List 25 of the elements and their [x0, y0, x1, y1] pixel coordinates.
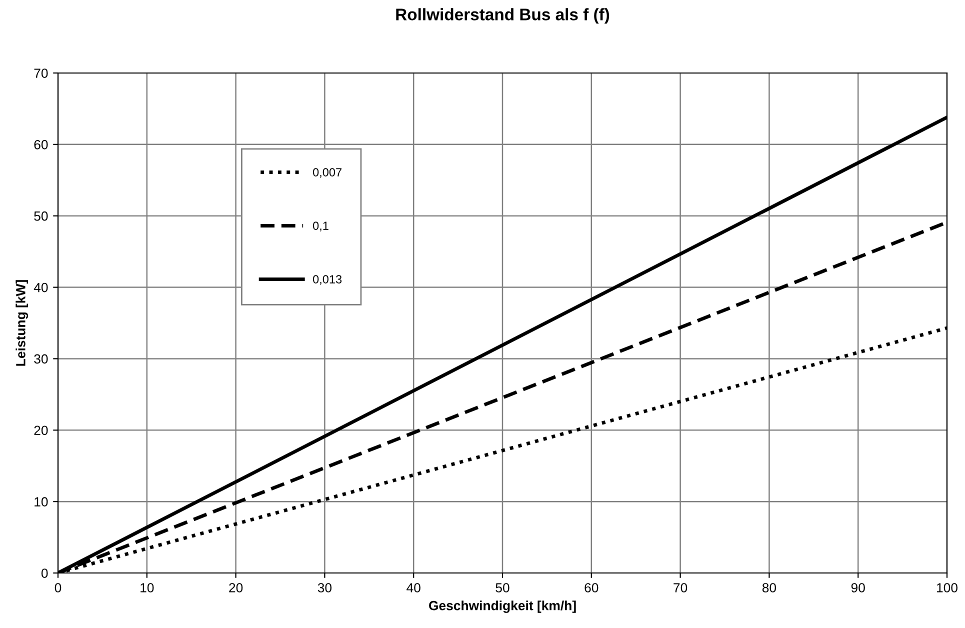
x-axis-title: Geschwindigkeit [km/h] — [429, 600, 576, 613]
x-tick-label: 100 — [937, 583, 958, 592]
x-tick-label: 90 — [851, 583, 865, 592]
y-tick-label: 40 — [34, 282, 48, 292]
x-tick-label: 20 — [229, 583, 243, 592]
x-tick-label: 70 — [674, 583, 688, 592]
y-tick-label: 50 — [34, 211, 48, 221]
x-tick-label: 50 — [496, 583, 510, 592]
y-tick-label: 10 — [34, 497, 48, 506]
legend-label: 0,007 — [312, 168, 342, 178]
y-tick-label: 20 — [34, 426, 48, 436]
y-axis-title: Leistung [kW] — [16, 280, 28, 366]
x-tick-label: 40 — [406, 583, 420, 592]
x-tick-label: 0 — [54, 583, 62, 592]
chart-title: Rollwiderstand Bus als f (f) — [396, 8, 610, 24]
x-tick-label: 80 — [762, 583, 776, 592]
y-tick-label: 0 — [41, 568, 48, 578]
x-tick-label: 30 — [318, 583, 332, 592]
y-tick-label: 70 — [34, 68, 48, 78]
x-tick-label: 60 — [584, 583, 598, 592]
y-tick-label: 60 — [34, 140, 48, 150]
legend-label: 0,013 — [312, 275, 342, 285]
x-tick-label: 10 — [140, 583, 154, 592]
legend-label: 0,1 — [312, 222, 328, 232]
y-tick-label: 30 — [34, 354, 48, 364]
